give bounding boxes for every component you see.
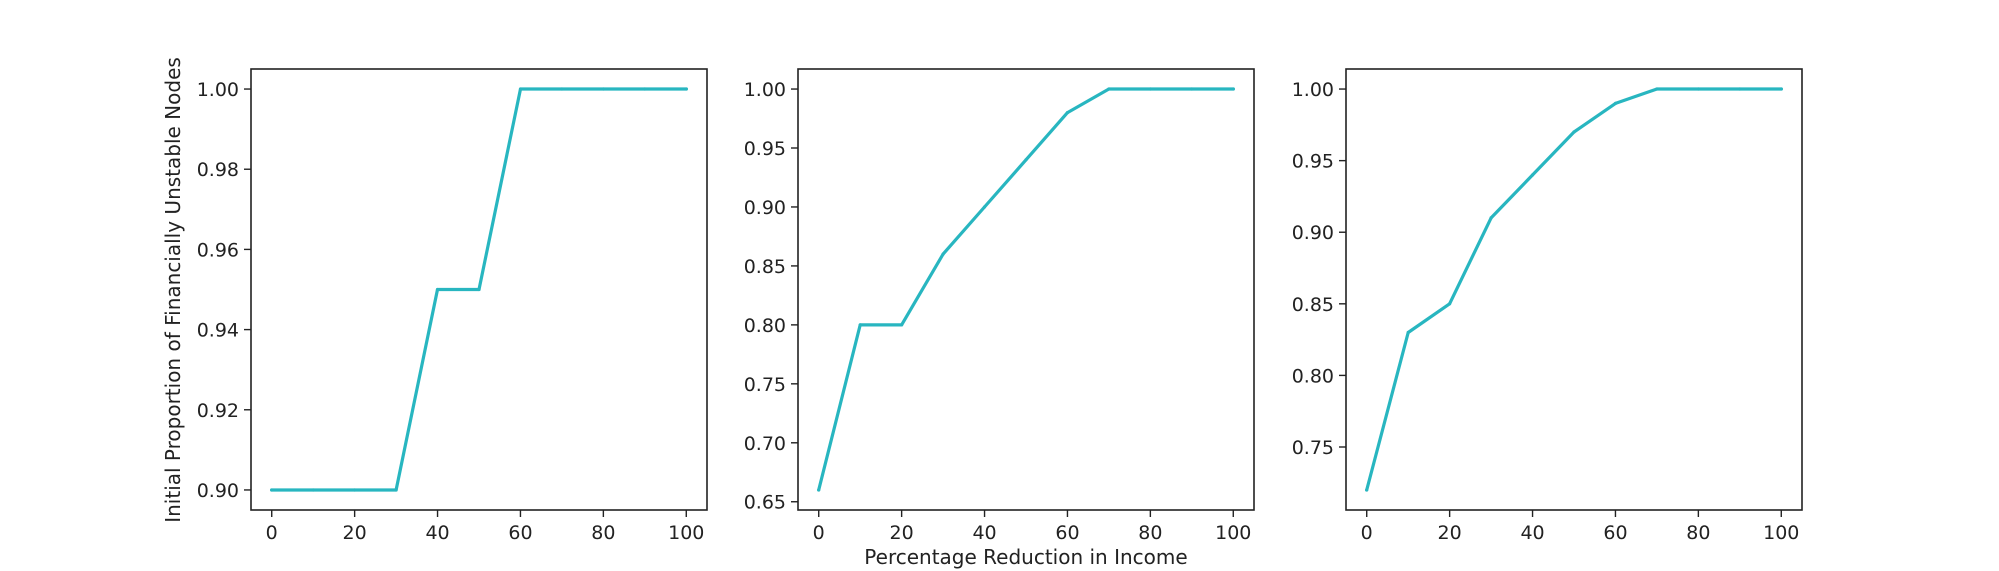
panel-2-data-point — [1107, 87, 1111, 91]
panel-1-data-point — [684, 87, 688, 91]
panel-3-y-tick-label: 0.90 — [1292, 222, 1334, 244]
panel-1-frame — [250, 68, 708, 511]
panel-1-data-point — [435, 287, 440, 292]
panel-1-data-point — [394, 488, 398, 492]
panel-2-x-tick-label: 100 — [1215, 522, 1251, 544]
x-axis-title: Percentage Reduction in Income — [864, 545, 1187, 569]
panel-3-x-tick-label: 60 — [1603, 522, 1627, 544]
panel-1-data-point — [477, 287, 481, 292]
panel-3-y-tick-label: 1.00 — [1292, 79, 1334, 101]
panel-3-data-point — [1530, 173, 1535, 177]
panel-2-y-tick-label: 1.00 — [744, 79, 786, 101]
panel-2-data-point — [982, 205, 987, 209]
panel-2-frame — [797, 68, 1255, 511]
panel-1-x-tick-label: 100 — [668, 522, 704, 544]
panel-3-x-tick-label: 20 — [1438, 522, 1462, 544]
panel-1-y-tick-label: 1.00 — [197, 79, 239, 101]
panel-3-x-tick-label: 40 — [1520, 522, 1544, 544]
panel-1-x-tick-label: 20 — [343, 522, 367, 544]
panel-3-data-point — [1779, 87, 1783, 91]
panel-3-x-tick-label: 0 — [1361, 522, 1373, 544]
panel-2-x-tick-label: 0 — [813, 522, 825, 544]
panel-1-y-tick-label: 0.90 — [197, 480, 239, 502]
panel-2-data-point — [1231, 87, 1235, 91]
panel-3-data-point — [1655, 87, 1659, 91]
panel-2-x-tick-label: 40 — [972, 522, 996, 544]
panel-3-data-point — [1365, 488, 1369, 492]
panel-2-y-tick-label: 0.85 — [744, 256, 786, 278]
panel-1-x-tick-label: 40 — [425, 522, 449, 544]
panel-1-y-tick-label: 0.92 — [197, 400, 239, 422]
panel-3-data-point — [1406, 330, 1410, 335]
panel-2-y-tick-label: 0.90 — [744, 197, 786, 219]
panel-2-data-point — [1024, 158, 1028, 162]
y-axis-title: Initial Proportion of Financially Unstab… — [161, 57, 185, 523]
panel-1-x-tick-label: 60 — [508, 522, 532, 544]
panel-2-x-tick-label: 80 — [1138, 522, 1162, 544]
panel-2-y-tick-label: 0.95 — [744, 138, 786, 160]
panel-1-data-point — [601, 87, 606, 91]
panel-3-y-tick-label: 0.85 — [1292, 294, 1334, 316]
panel-3-y-tick-label: 0.80 — [1292, 365, 1334, 387]
panel-3-data-point — [1738, 87, 1742, 91]
panel-3-data-point — [1448, 302, 1452, 306]
panel-1-data-point — [311, 488, 315, 492]
panel-2-data-point — [900, 323, 904, 327]
panel-3-y-tick-label: 0.95 — [1292, 151, 1334, 173]
panel-2-y-tick-label: 0.70 — [744, 433, 786, 455]
panel-2-data-point — [1148, 87, 1152, 91]
panel-2-data-point — [1190, 87, 1194, 91]
panel-1-x-tick-label: 0 — [266, 522, 278, 544]
panel-3-data-point — [1613, 101, 1618, 105]
panel-1-y-tick-label: 0.94 — [197, 320, 239, 342]
panel-2-data-point — [858, 323, 862, 327]
panel-3-x-tick-label: 80 — [1686, 522, 1710, 544]
panel-2-y-tick-label: 0.65 — [744, 492, 786, 514]
panel-2-x-tick-label: 20 — [890, 522, 914, 544]
panel-3-data-point — [1572, 130, 1576, 134]
panel-3-data-point — [1489, 216, 1493, 220]
panel-3-y-tick-label: 0.75 — [1292, 437, 1334, 459]
panel-1-data-point — [560, 87, 564, 91]
panel-3-frame — [1345, 68, 1803, 511]
panel-1-y-tick-label: 0.96 — [197, 239, 239, 261]
panel-1-x-tick-label: 80 — [591, 522, 615, 544]
panel-3-x-tick-label: 100 — [1763, 522, 1799, 544]
panel-2-data-point — [1065, 111, 1070, 115]
panel-2-y-tick-label: 0.75 — [744, 374, 786, 396]
panel-2-y-tick-label: 0.80 — [744, 315, 786, 337]
panel-1-y-tick-label: 0.98 — [197, 159, 239, 181]
panel-1-data-point — [643, 87, 647, 91]
panel-1-data-point — [270, 488, 274, 492]
panel-2-data-point — [941, 252, 945, 256]
panel-3-data-point — [1696, 87, 1700, 91]
panel-2-data-point — [817, 488, 821, 492]
panel-1-data-point — [518, 87, 523, 91]
panel-1-data-point — [353, 488, 357, 492]
panel-2-x-tick-label: 60 — [1055, 522, 1079, 544]
